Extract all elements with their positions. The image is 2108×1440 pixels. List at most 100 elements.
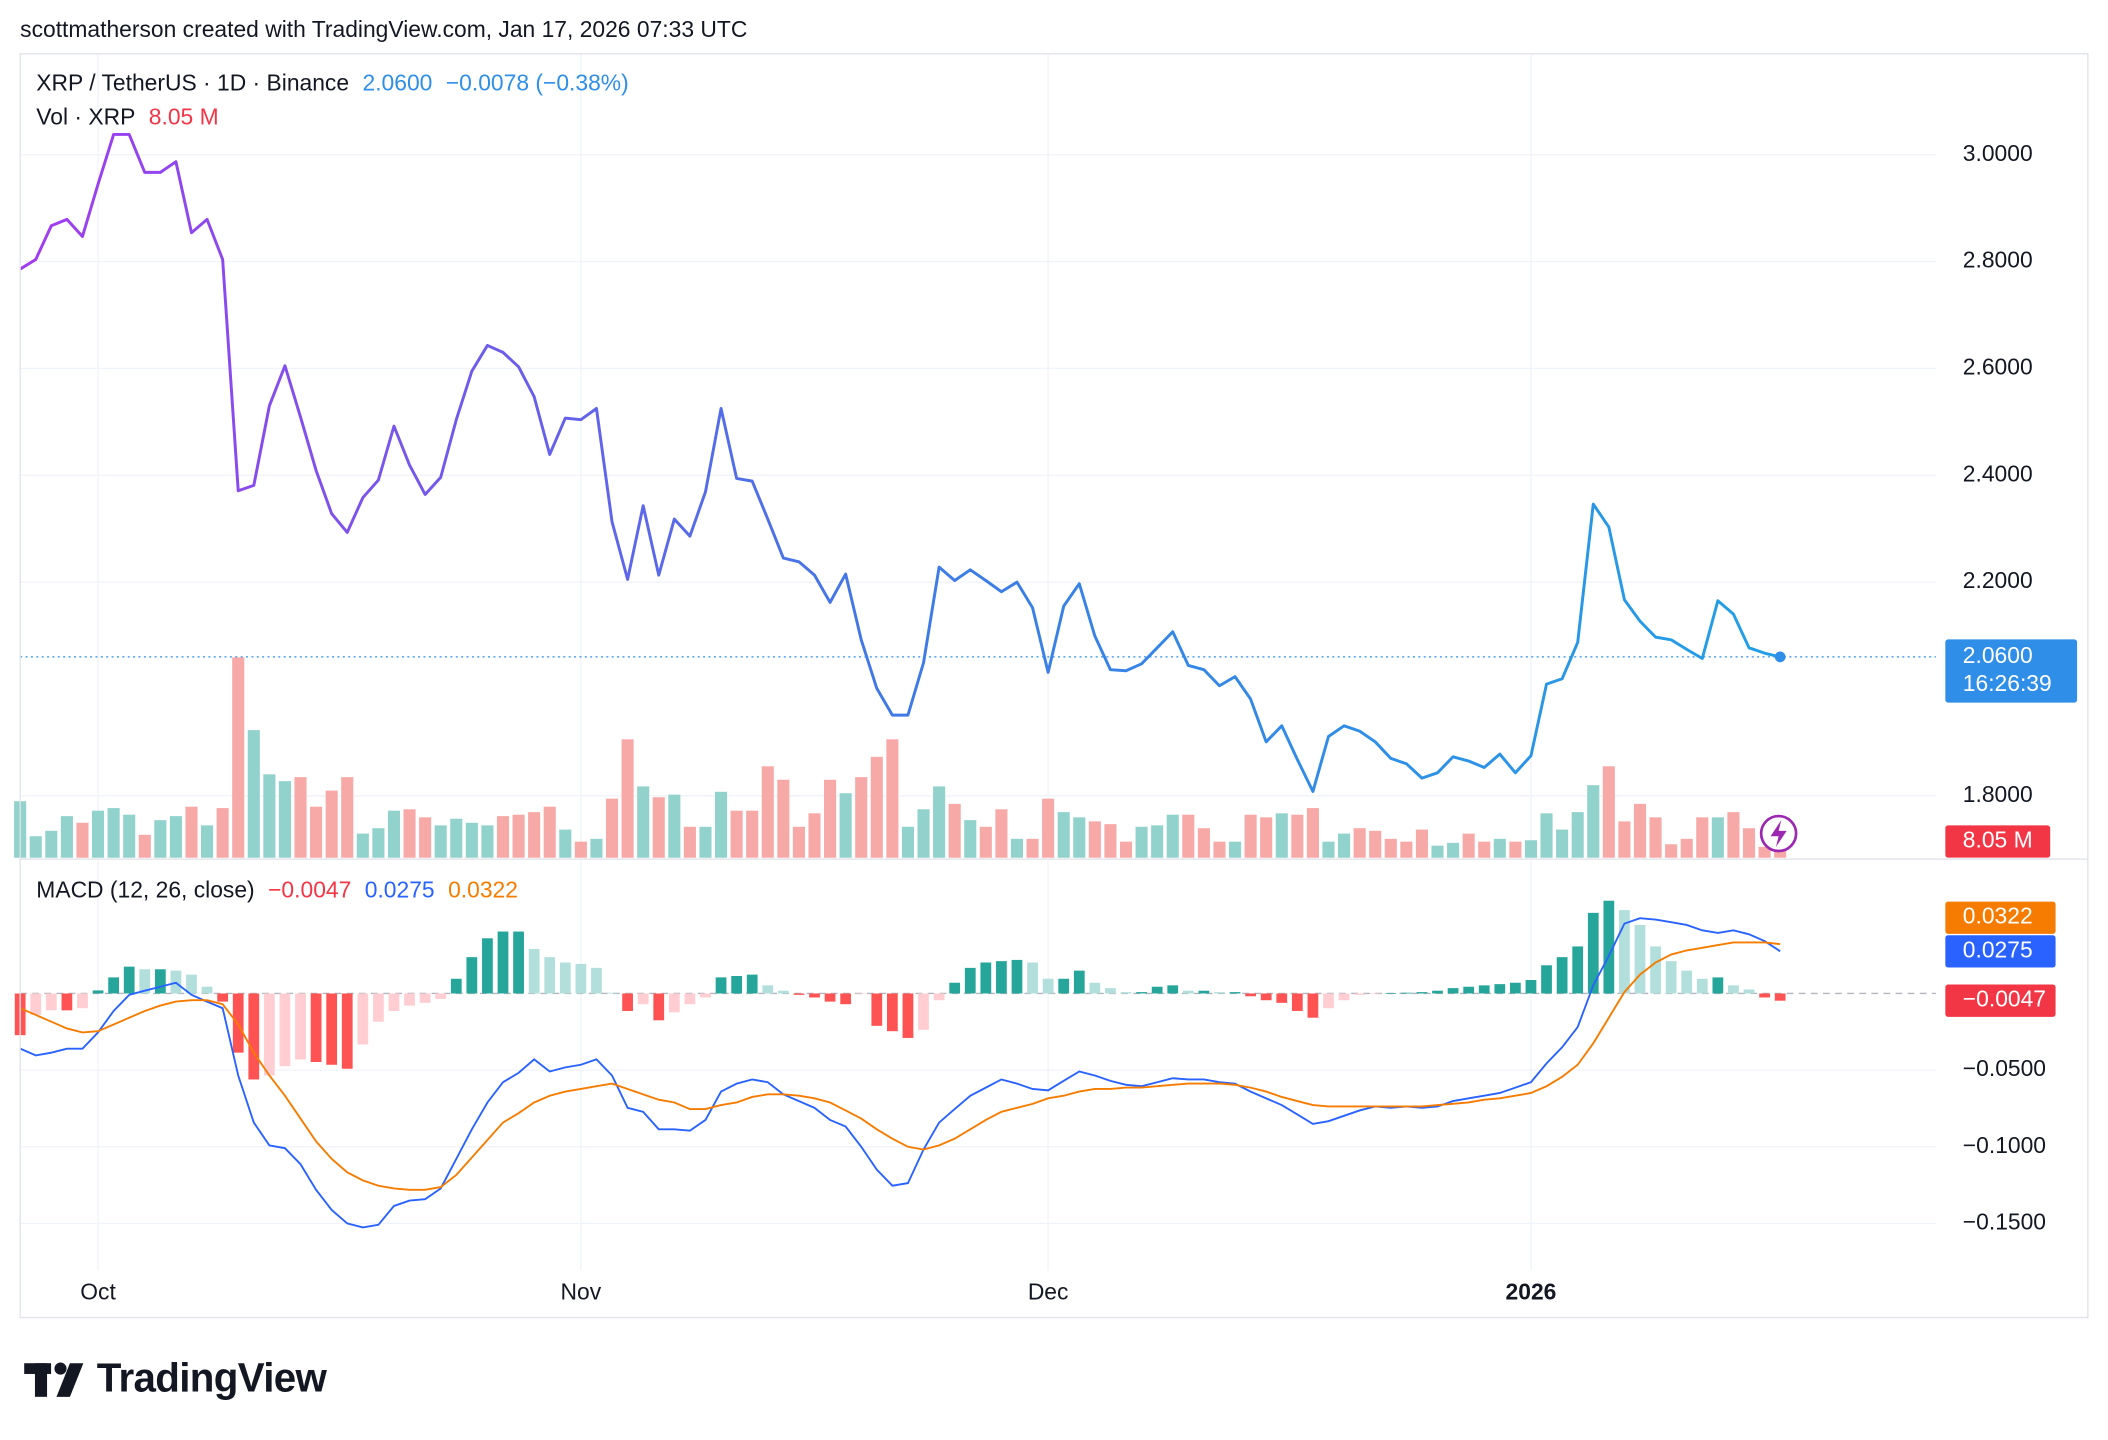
data-layer: [14, 132, 1936, 1229]
histogram-bar: [1494, 984, 1506, 994]
volume-bar: [465, 822, 478, 858]
histogram-bar: [1416, 992, 1428, 994]
histogram-bar: [544, 957, 556, 994]
y-tick-label: 2.6000: [1963, 353, 2033, 379]
histogram-bar: [528, 949, 540, 994]
histogram-bar: [980, 962, 992, 994]
histogram-bar: [1774, 993, 1786, 1001]
volume-bar: [683, 826, 696, 858]
histogram-bar: [1354, 993, 1366, 995]
volume-bar: [1711, 817, 1724, 858]
histogram-bar: [1323, 993, 1334, 1009]
histogram-bar: [419, 993, 431, 1003]
volume-bar: [294, 777, 307, 858]
histogram-bar: [1541, 965, 1552, 994]
volume-bar: [1602, 766, 1615, 858]
volume-bar: [637, 786, 650, 858]
histogram-bar: [154, 969, 166, 994]
histogram-bar: [559, 962, 571, 994]
histogram-bar: [622, 993, 633, 1011]
volume-bar: [1057, 812, 1070, 858]
legend-volume-title: Vol · XRP: [36, 103, 135, 129]
histogram-bar: [263, 993, 275, 1076]
volume-bar: [1213, 841, 1226, 858]
grid-layer: [20, 53, 1936, 1271]
volume-bar: [528, 812, 541, 858]
volume-bar: [1244, 814, 1257, 858]
volume-bar: [715, 791, 728, 858]
histogram-bar: [1369, 993, 1381, 995]
volume-bar: [917, 809, 930, 858]
histogram-bar: [45, 993, 57, 1011]
legend-price: 2.0600: [363, 70, 433, 96]
volume-bar: [232, 657, 245, 858]
histogram-bar: [1260, 993, 1272, 1001]
volume-bar: [730, 810, 743, 858]
histogram-bar: [1619, 910, 1630, 994]
volume-bar: [964, 820, 977, 858]
histogram-bar: [1478, 985, 1490, 994]
histogram-bar: [279, 993, 291, 1067]
volume-bar: [979, 826, 992, 858]
countdown-label: 16:26:39: [1963, 670, 2052, 696]
histogram-bar: [1634, 924, 1646, 994]
volume-bar: [1197, 828, 1210, 858]
alert-icon[interactable]: [1759, 814, 1798, 853]
histogram-bar: [1572, 946, 1584, 994]
histogram-bar: [1432, 990, 1443, 994]
histogram-bar: [326, 993, 338, 1065]
volume-label-box: [1945, 825, 2051, 858]
histogram-bar: [855, 993, 867, 995]
volume-bar: [123, 814, 136, 858]
volume-bar: [792, 826, 805, 858]
histogram-bar: [450, 978, 462, 994]
volume-bar: [1478, 841, 1491, 858]
volume-bar: [60, 816, 73, 858]
histogram-bar: [933, 993, 945, 1001]
volume-bar: [450, 818, 463, 858]
histogram-bar: [1728, 985, 1739, 994]
histogram-bar: [902, 993, 914, 1038]
volume-bar: [1415, 829, 1428, 858]
macd-label-box: [1945, 984, 2056, 1017]
volume-bar: [761, 766, 774, 858]
volume-bar: [76, 822, 89, 858]
histogram-bar: [1089, 982, 1101, 994]
volume-bar: [1353, 828, 1366, 858]
volume-bar: [1462, 833, 1475, 858]
histogram-bar: [1385, 993, 1397, 994]
legend-macd-title: MACD (12, 26, close): [36, 876, 254, 902]
histogram-bar: [1120, 992, 1132, 994]
histogram-bar: [668, 993, 680, 1013]
volume-bar: [201, 825, 214, 858]
volume-bar: [886, 739, 899, 858]
histogram-bar: [700, 993, 711, 998]
price-label-box: [1945, 639, 2078, 703]
histogram-bar: [186, 974, 197, 994]
volume-bar: [325, 790, 338, 858]
histogram-bar: [1338, 993, 1350, 1001]
histogram-bar: [373, 993, 384, 1022]
volume-bar: [574, 841, 587, 858]
histogram-bar: [1665, 961, 1677, 994]
volume-bar: [1431, 845, 1444, 858]
volume-bar: [403, 809, 416, 858]
volume-bar: [45, 830, 58, 858]
volume-bar: [1026, 838, 1039, 858]
histogram-bar: [1307, 993, 1319, 1018]
volume-bar: [1042, 798, 1055, 858]
volume-bar: [512, 814, 525, 858]
histogram-bar: [61, 993, 73, 1011]
histogram-bar: [840, 993, 852, 1005]
volume-bar: [138, 834, 151, 858]
histogram-bar: [1603, 900, 1615, 994]
histogram-bar: [341, 993, 353, 1069]
y-tick-label: −0.1000: [1963, 1132, 2046, 1158]
volume-bar: [1228, 841, 1242, 858]
x-tick-label: Nov: [561, 1278, 602, 1304]
volume-bar: [1275, 813, 1288, 858]
volume-bar: [1509, 841, 1522, 858]
histogram-bar: [949, 982, 961, 994]
volume-bar: [278, 781, 291, 858]
macd-label-box: [1945, 901, 2056, 934]
